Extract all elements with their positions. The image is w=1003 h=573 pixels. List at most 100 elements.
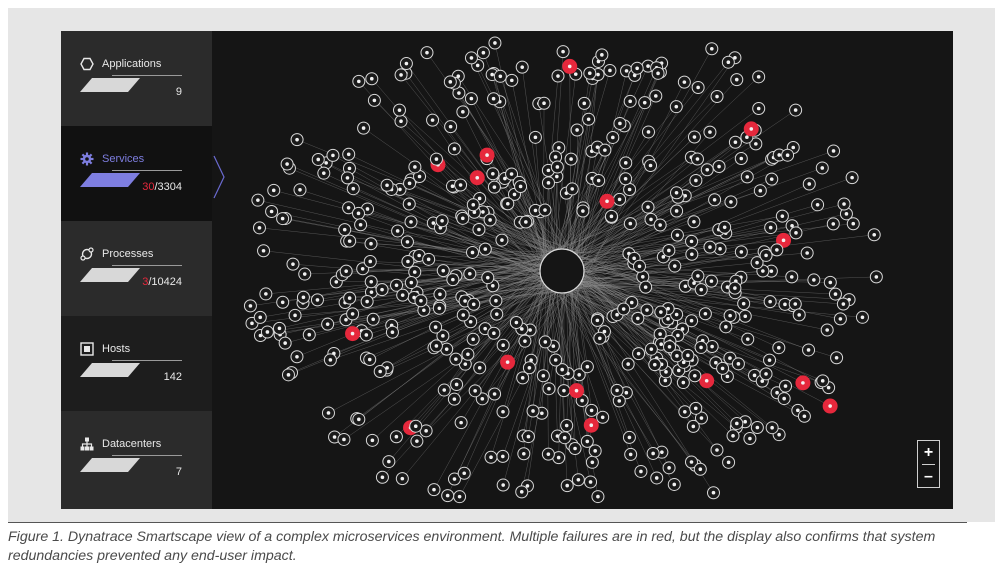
node-glyph: [277, 326, 282, 331]
node-glyph: [425, 50, 429, 55]
sidebar-item-services[interactable]: Services 30/3304: [61, 126, 212, 221]
zoom-in-button[interactable]: +: [923, 444, 934, 461]
sidebar-item-applications[interactable]: Applications 9: [61, 31, 212, 126]
graph-edge: [556, 265, 778, 393]
node-glyph: [718, 247, 722, 251]
node-glyph: [406, 259, 410, 264]
node-glyph: [514, 320, 519, 325]
node-glyph: [728, 313, 732, 318]
node-glyph: [491, 283, 495, 288]
node-glyph: [463, 362, 468, 366]
hub-node[interactable]: [539, 248, 585, 294]
node-glyph: [505, 360, 510, 364]
node-glyph: [357, 79, 361, 84]
node-glyph: [820, 166, 825, 170]
node-glyph: [777, 432, 781, 437]
node-glyph: [315, 298, 320, 302]
node-glyph: [293, 313, 297, 318]
node-glyph: [520, 327, 524, 331]
node-glyph: [860, 315, 865, 320]
node-glyph: [733, 140, 738, 145]
graph-edge: [348, 154, 573, 262]
node-glyph: [834, 355, 839, 360]
node-glyph: [667, 344, 672, 349]
node-glyph: [451, 277, 455, 282]
node-glyph: [466, 352, 470, 357]
node-glyph: [648, 163, 653, 168]
node-glyph: [490, 72, 494, 77]
node-glyph: [576, 477, 581, 482]
graph-edge: [406, 63, 566, 282]
node-glyph: [562, 435, 567, 440]
node-glyph: [828, 404, 832, 408]
node-glyph: [524, 220, 528, 224]
node-glyph: [540, 411, 544, 416]
node-glyph: [501, 343, 505, 348]
graph-edge: [257, 199, 566, 272]
node-glyph: [574, 388, 579, 393]
node-glyph: [714, 360, 718, 365]
node-glyph: [801, 381, 805, 385]
node-glyph: [783, 384, 788, 388]
graph-edge: [565, 266, 696, 409]
node-glyph: [629, 300, 634, 305]
node-glyph: [415, 439, 419, 443]
node-glyph: [477, 196, 482, 201]
node-glyph: [627, 435, 632, 440]
node-glyph: [682, 80, 687, 84]
node-glyph: [615, 312, 619, 317]
node-glyph: [501, 409, 505, 414]
sidebar-item-hosts[interactable]: Hosts 142: [61, 316, 212, 411]
node-glyph: [729, 200, 733, 204]
zoom-out-button[interactable]: –: [924, 468, 933, 485]
node-glyph: [708, 130, 712, 134]
node-glyph: [623, 161, 628, 165]
graph-edge: [570, 279, 800, 316]
node-glyph: [404, 61, 409, 66]
node-glyph: [618, 121, 622, 126]
node-glyph: [394, 283, 399, 288]
graph-edge: [344, 229, 552, 274]
node-glyph: [286, 373, 291, 377]
node-glyph: [605, 199, 609, 204]
node-glyph: [431, 221, 436, 225]
node-glyph: [460, 216, 465, 221]
sidebar-item-datacenters[interactable]: Datacenters 7: [61, 411, 212, 509]
node-glyph: [748, 436, 752, 441]
sidebar-item-processes[interactable]: Processes 3/10424: [61, 221, 212, 316]
node-glyph: [769, 269, 774, 273]
node-glyph: [417, 253, 421, 258]
node-glyph: [360, 266, 365, 271]
node-glyph: [409, 220, 413, 224]
node-glyph: [755, 260, 759, 265]
node-glyph: [426, 257, 431, 262]
node-glyph: [654, 94, 658, 98]
node-glyph: [567, 64, 572, 69]
node-glyph: [693, 373, 697, 378]
node-glyph: [699, 287, 704, 292]
node-glyph: [844, 212, 849, 216]
node-glyph: [351, 186, 356, 191]
smartscape-graph[interactable]: [212, 31, 953, 509]
node-glyph: [692, 219, 696, 224]
node-glyph: [298, 187, 302, 192]
node-glyph: [332, 435, 337, 439]
node-glyph: [522, 451, 526, 456]
graph-edge: [562, 108, 759, 259]
node-glyph: [441, 334, 445, 338]
node-glyph: [347, 296, 352, 300]
node-glyph: [510, 78, 514, 83]
graph-edge: [567, 229, 719, 255]
node-glyph: [346, 205, 351, 210]
node-glyph: [385, 183, 389, 188]
node-glyph: [471, 337, 475, 342]
node-glyph: [573, 446, 577, 451]
node-glyph: [387, 459, 391, 464]
node-glyph: [699, 416, 704, 420]
node-glyph: [442, 388, 447, 392]
node-glyph: [755, 425, 760, 430]
node-glyph: [441, 268, 446, 273]
node-glyph: [448, 124, 453, 129]
sidebar-item-count: 7: [175, 466, 182, 478]
node-glyph: [546, 181, 551, 185]
